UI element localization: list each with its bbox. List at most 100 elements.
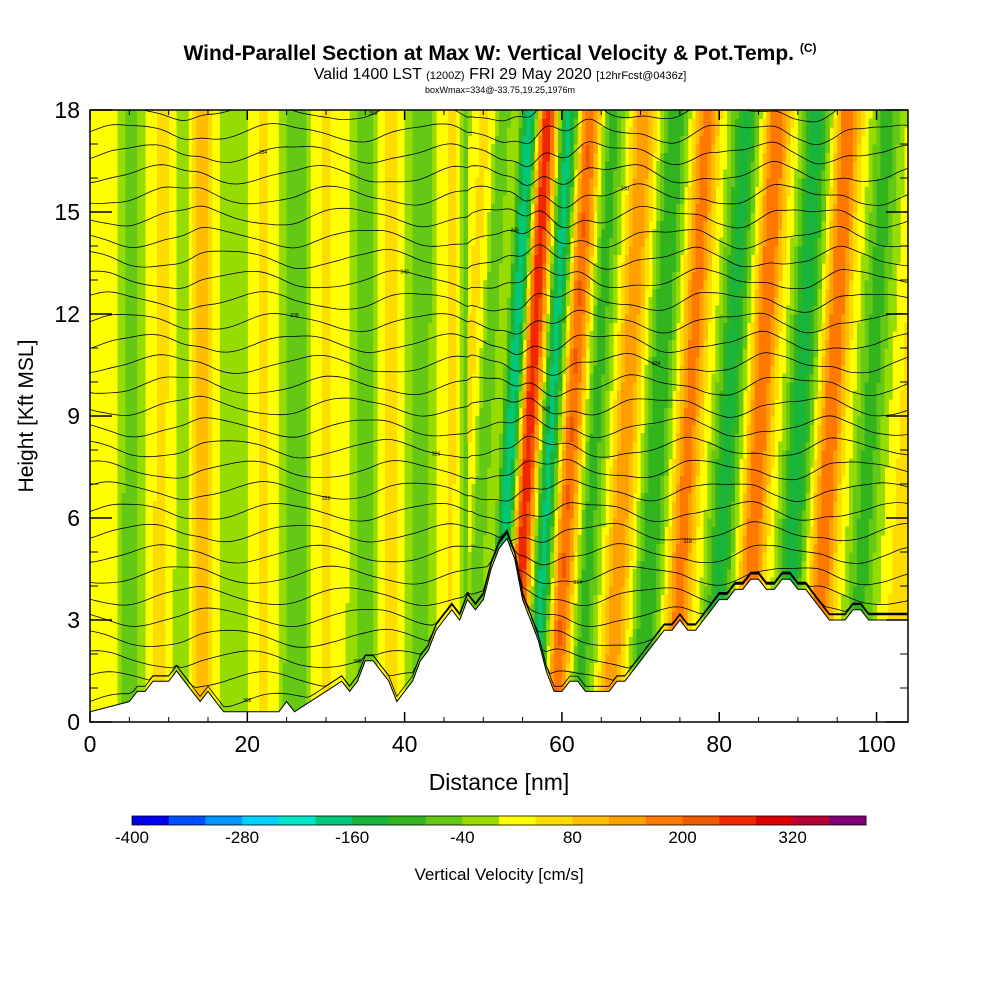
field-cell	[227, 246, 233, 256]
field-cell	[239, 611, 244, 621]
field-cell	[152, 501, 158, 511]
field-cell	[416, 637, 421, 647]
field-cell	[306, 679, 311, 689]
field-cell	[208, 577, 213, 587]
field-cell	[141, 492, 146, 502]
field-cell	[141, 416, 146, 426]
field-cell	[294, 135, 299, 145]
field-cell	[180, 152, 185, 162]
field-cell	[129, 110, 134, 120]
field-cell	[259, 654, 264, 664]
field-cell	[259, 450, 264, 460]
field-cell	[365, 509, 370, 519]
field-cell	[353, 331, 358, 341]
field-cell	[483, 518, 488, 528]
field-cell	[495, 178, 500, 188]
field-cell	[424, 288, 429, 298]
field-cell	[404, 254, 410, 264]
field-cell	[121, 603, 126, 613]
field-cell	[235, 186, 240, 196]
field-cell	[510, 399, 516, 409]
field-cell	[298, 195, 303, 205]
field-cell	[192, 390, 197, 400]
field-cell	[506, 246, 512, 256]
field-cell	[133, 552, 138, 562]
field-cell	[408, 577, 413, 587]
field-cell	[322, 679, 327, 689]
field-cell	[180, 203, 185, 213]
field-cell	[141, 186, 146, 196]
field-cell	[491, 399, 496, 409]
field-cell	[404, 280, 410, 290]
field-cell	[133, 263, 138, 273]
field-cell	[231, 509, 237, 519]
field-cell	[121, 535, 126, 545]
field-cell	[495, 331, 500, 341]
field-cell	[180, 586, 185, 596]
field-cell	[208, 365, 213, 375]
field-cell	[286, 458, 292, 468]
field-cell	[388, 416, 394, 426]
field-cell	[353, 509, 358, 519]
field-cell	[294, 331, 299, 341]
field-cell	[259, 237, 264, 247]
field-cell	[156, 467, 162, 477]
field-cell	[286, 305, 292, 315]
field-cell	[121, 458, 126, 468]
field-cell	[219, 203, 225, 213]
field-cell	[294, 424, 299, 434]
field-cell	[259, 696, 264, 706]
field-cell	[294, 526, 299, 536]
field-cell	[302, 416, 307, 426]
field-cell	[463, 373, 469, 383]
field-cell	[369, 135, 374, 145]
field-cell	[231, 433, 237, 443]
field-cell	[121, 475, 126, 485]
field-cell	[129, 484, 134, 494]
field-cell	[463, 220, 469, 230]
field-cell	[176, 365, 181, 375]
field-cell	[428, 246, 433, 256]
field-cell	[322, 543, 327, 553]
field-cell	[388, 331, 394, 341]
field-cell	[353, 348, 358, 358]
field-cell	[447, 322, 453, 332]
field-cell	[152, 637, 158, 647]
field-cell	[491, 450, 496, 460]
field-cell	[243, 305, 248, 315]
field-cell	[259, 662, 264, 672]
field-cell	[475, 297, 480, 307]
field-cell	[416, 433, 421, 443]
field-cell	[502, 288, 508, 298]
field-cell	[239, 161, 244, 171]
field-cell	[196, 118, 201, 128]
field-cell	[408, 271, 413, 281]
field-cell	[208, 246, 213, 256]
field-cell	[176, 271, 181, 281]
field-cell	[180, 475, 185, 485]
field-cell	[326, 229, 331, 239]
field-cell	[129, 246, 134, 256]
field-cell	[475, 280, 480, 290]
field-cell	[459, 229, 465, 239]
field-cell	[141, 628, 146, 638]
field-cell	[349, 237, 355, 247]
field-cell	[239, 501, 244, 511]
field-cell	[424, 569, 429, 579]
field-cell	[117, 331, 122, 341]
field-cell	[495, 118, 500, 128]
field-cell	[361, 475, 366, 485]
field-cell	[263, 637, 268, 647]
field-cell	[196, 475, 201, 485]
field-cell	[420, 543, 425, 553]
field-cell	[432, 297, 437, 307]
field-cell	[420, 637, 425, 647]
field-cell	[219, 322, 225, 332]
field-cell	[424, 144, 429, 154]
field-cell	[121, 577, 126, 587]
field-cell	[184, 586, 189, 596]
field-cell	[282, 365, 288, 375]
field-cell	[235, 288, 240, 298]
field-cell	[357, 152, 362, 162]
field-cell	[306, 280, 311, 290]
